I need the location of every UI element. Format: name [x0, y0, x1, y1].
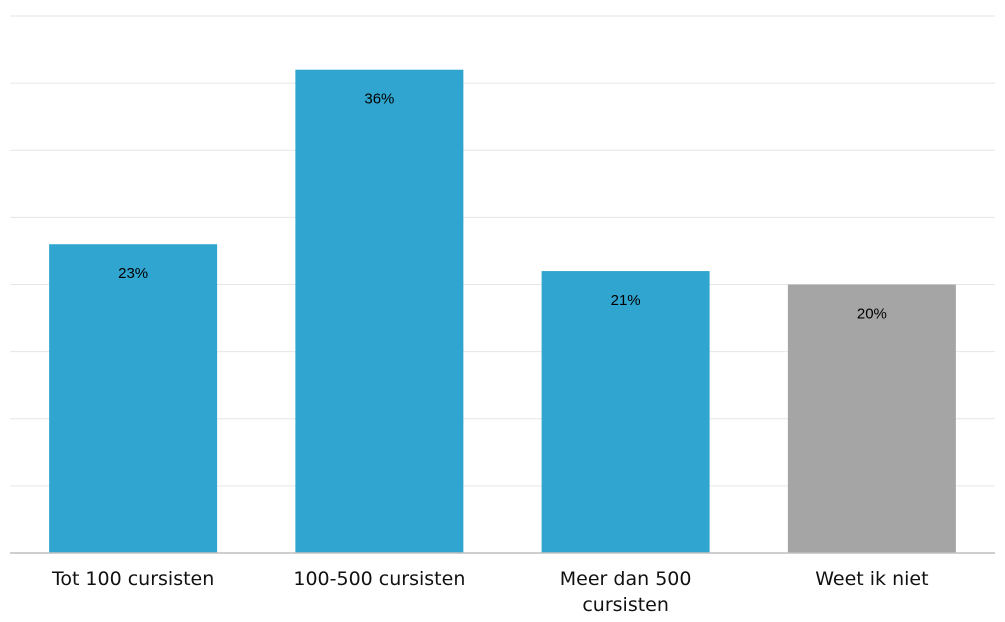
bar	[541, 271, 710, 553]
category-label-line: Tot 100 cursisten	[51, 568, 215, 590]
bar	[295, 69, 464, 553]
category-label: 100-500 cursisten	[269, 566, 489, 592]
category-label-line: 100-500 cursisten	[293, 568, 466, 590]
bar-value-label: 20%	[857, 306, 887, 323]
bar	[787, 284, 956, 553]
bar-value-label: 23%	[118, 265, 148, 282]
category-label-line: Weet ik niet	[815, 568, 929, 590]
category-label-line: cursisten	[582, 594, 669, 616]
bar-value-label: 36%	[364, 91, 394, 108]
data-labels: 23% 36% 21% 20%	[118, 91, 887, 323]
bars	[49, 69, 956, 553]
category-label: Meer dan 500 cursisten	[516, 566, 736, 618]
bar-value-label: 21%	[611, 292, 641, 309]
category-label-line: Meer dan 500	[559, 568, 692, 590]
bar	[49, 244, 218, 553]
category-label: Weet ik niet	[762, 566, 982, 592]
category-label: Tot 100 cursisten	[23, 566, 243, 592]
